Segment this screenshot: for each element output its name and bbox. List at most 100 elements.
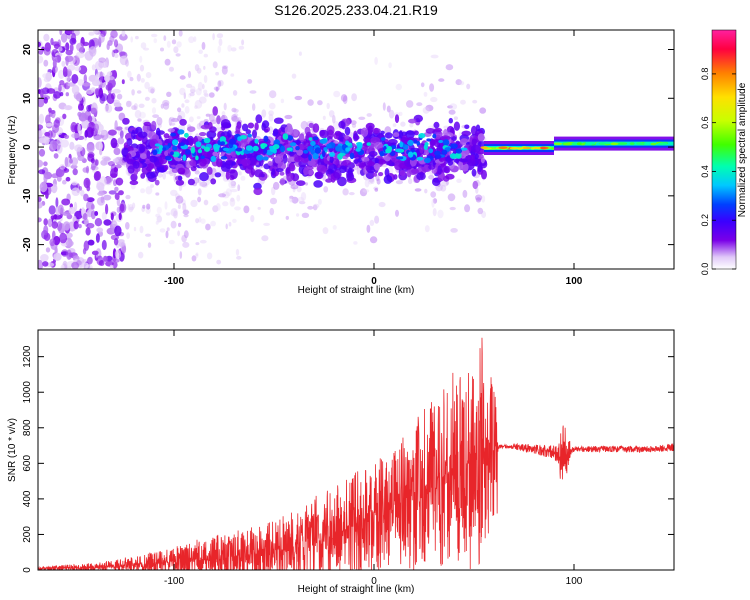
spectrogram-blob bbox=[340, 94, 348, 102]
spectrogram-blob bbox=[66, 64, 76, 71]
spectrogram-blob bbox=[450, 228, 458, 233]
spectrogram-blob bbox=[149, 155, 158, 163]
spectrogram-blob bbox=[177, 167, 186, 175]
spectrogram-blob bbox=[126, 100, 133, 107]
spectrogram-blob bbox=[189, 92, 195, 97]
spectrogram-blob bbox=[167, 128, 175, 133]
spectrogram-xtick-label: -100 bbox=[164, 276, 184, 287]
spectrogram-blob bbox=[203, 199, 209, 206]
spectrogram-blob bbox=[55, 197, 59, 208]
spectrogram-blob bbox=[471, 138, 478, 146]
spectrogram-blob bbox=[312, 136, 319, 141]
spectrogram-blob bbox=[93, 30, 99, 34]
spectrogram-blob bbox=[211, 119, 217, 124]
spectrogram-blob bbox=[133, 103, 138, 111]
spectrogram-blob bbox=[157, 123, 162, 128]
spectrogram-blob bbox=[101, 239, 107, 251]
spectrogram-blob bbox=[71, 261, 80, 269]
spectrogram-blob bbox=[252, 129, 257, 139]
spectrogram-blob bbox=[312, 204, 318, 211]
spectrogram-xlabel: Height of straight line (km) bbox=[298, 285, 415, 296]
spectrogram-blob bbox=[295, 146, 300, 151]
spectrogram-blob bbox=[329, 152, 335, 157]
spectrogram-blob bbox=[69, 158, 73, 164]
spectrogram-blob bbox=[137, 118, 142, 122]
spectrogram-blob bbox=[289, 163, 295, 172]
spectrogram-blob bbox=[351, 93, 357, 102]
spectrogram-blob bbox=[78, 103, 82, 111]
spectrogram-blob bbox=[145, 159, 152, 165]
spectrogram-blob bbox=[112, 69, 117, 79]
spectrogram-ytick-label: -20 bbox=[22, 237, 33, 252]
spectrogram-xtick-label: 0 bbox=[371, 276, 377, 287]
spectrogram-blob bbox=[110, 30, 118, 39]
spectrogram-blob bbox=[171, 39, 177, 45]
spectrogram-blob bbox=[563, 142, 573, 146]
spectrogram-blob bbox=[317, 100, 323, 106]
spectrogram-blob bbox=[178, 222, 182, 228]
spectrogram-blob bbox=[45, 71, 52, 82]
spectrogram-blob bbox=[272, 144, 280, 150]
spectrogram-blob bbox=[384, 168, 390, 177]
spectrogram-blob bbox=[374, 215, 380, 224]
spectrogram-blob bbox=[185, 149, 191, 155]
spectrogram-blob bbox=[65, 30, 75, 35]
spectrogram-blob bbox=[225, 223, 228, 230]
spectrogram-blob bbox=[345, 147, 351, 152]
spectrogram-blob bbox=[70, 157, 79, 166]
spectrogram-blob bbox=[65, 56, 69, 66]
spectrogram-blob bbox=[447, 105, 453, 109]
spectrogram-blob bbox=[416, 102, 423, 107]
spectrogram-blob bbox=[261, 123, 267, 131]
spectrogram-blob bbox=[114, 225, 122, 237]
spectrogram-blob bbox=[243, 205, 250, 214]
spectrogram-blob bbox=[408, 118, 417, 124]
spectrogram-blob bbox=[66, 249, 72, 261]
spectrogram-blob bbox=[172, 146, 178, 151]
spectrogram-blob bbox=[356, 166, 361, 175]
spectrogram-blob bbox=[131, 89, 135, 96]
spectrogram-blob bbox=[91, 250, 99, 256]
spectrogram-blob bbox=[333, 121, 340, 130]
spectrogram-blob bbox=[424, 188, 428, 194]
spectrogram-blob bbox=[378, 201, 386, 208]
spectrogram-blob bbox=[59, 232, 68, 244]
spectrogram-blob bbox=[199, 132, 207, 137]
spectrogram-blob bbox=[194, 170, 200, 175]
spectrogram-blob bbox=[383, 174, 393, 184]
spectrogram-blob bbox=[140, 153, 147, 160]
spectrogram-blob bbox=[166, 227, 170, 232]
spectrogram-blob bbox=[78, 112, 88, 122]
spectrogram-blob bbox=[247, 122, 255, 129]
spectrogram-blob bbox=[49, 238, 56, 247]
spectrogram-blob bbox=[86, 200, 94, 211]
spectrogram-blob bbox=[650, 142, 657, 146]
spectrogram-blob bbox=[230, 73, 235, 77]
spectrogram-blob bbox=[71, 133, 81, 139]
spectrogram-blob bbox=[516, 147, 524, 150]
spectrogram-blob bbox=[67, 266, 72, 269]
spectrogram-blob bbox=[94, 211, 99, 216]
spectrogram-blob bbox=[280, 98, 285, 104]
spectrogram-blob bbox=[139, 225, 144, 234]
spectrogram-blob bbox=[195, 253, 199, 257]
spectrogram-blob bbox=[301, 212, 310, 218]
spectrogram-blob bbox=[461, 163, 469, 172]
spectrogram-blob bbox=[149, 138, 159, 149]
spectrogram-blob bbox=[399, 141, 404, 148]
spectrogram-blob bbox=[170, 132, 177, 137]
spectrogram-blob bbox=[303, 167, 309, 176]
spectrogram-blob bbox=[177, 129, 185, 135]
spectrogram-blob bbox=[289, 195, 294, 203]
spectrogram-blob bbox=[44, 42, 51, 52]
spectrogram-blob bbox=[127, 165, 135, 174]
spectrogram-blob bbox=[425, 104, 434, 112]
spectrogram-blob bbox=[140, 173, 146, 179]
colorbar-frame bbox=[711, 29, 737, 270]
spectrogram-blob bbox=[50, 110, 56, 114]
spectrogram-blob bbox=[375, 174, 380, 182]
spectrogram-blob bbox=[91, 64, 96, 71]
spectrogram-blob bbox=[110, 168, 118, 179]
